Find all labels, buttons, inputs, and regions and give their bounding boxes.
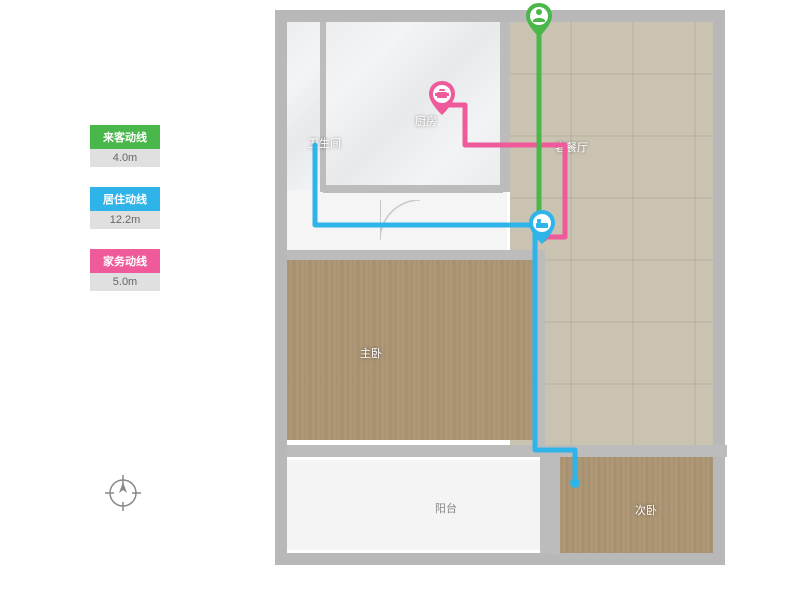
legend-label-housework: 家务动线: [90, 249, 160, 273]
wall-kitchen-bottom: [323, 185, 503, 193]
floorplan: 厨房 卫生间 客餐厅 主卧 阳台 次卧: [265, 5, 735, 575]
legend-item-guest: 来客动线 4.0m: [90, 125, 160, 167]
wall-bottom: [275, 553, 725, 565]
wall-bathroom-right: [320, 22, 326, 192]
wall-kitchen-right: [500, 22, 510, 192]
legend-item-housework: 家务动线 5.0m: [90, 249, 160, 291]
room-kitchen: [325, 22, 500, 187]
wall-master-top: [287, 250, 542, 260]
pin-guest: [526, 3, 552, 37]
legend-value-guest: 4.0m: [90, 149, 160, 167]
legend-label-guest: 来客动线: [90, 125, 160, 149]
room-master: [287, 260, 537, 440]
label-master: 主卧: [360, 345, 382, 361]
wall-balcony-right: [540, 457, 550, 553]
label-balcony: 阳台: [435, 500, 457, 516]
wall-second-left: [550, 445, 560, 555]
wall-master-right: [537, 250, 545, 445]
legend-label-living: 居住动线: [90, 187, 160, 211]
label-kitchen: 厨房: [415, 113, 437, 129]
hallway: [287, 190, 507, 250]
compass-icon: [105, 475, 141, 516]
label-bathroom: 卫生间: [308, 135, 341, 151]
wall-top: [275, 10, 725, 22]
label-living: 客餐厅: [555, 139, 588, 155]
room-balcony: [287, 460, 540, 550]
wall-balcony-top: [287, 445, 727, 457]
legend-value-living: 12.2m: [90, 211, 160, 229]
wall-left: [275, 10, 287, 565]
pin-living: [529, 210, 555, 244]
legend-value-housework: 5.0m: [90, 273, 160, 291]
pin-housework: [429, 81, 455, 115]
wall-right: [713, 10, 725, 565]
label-second: 次卧: [635, 502, 657, 518]
legend: 来客动线 4.0m 居住动线 12.2m 家务动线 5.0m: [90, 125, 160, 311]
legend-item-living: 居住动线 12.2m: [90, 187, 160, 229]
